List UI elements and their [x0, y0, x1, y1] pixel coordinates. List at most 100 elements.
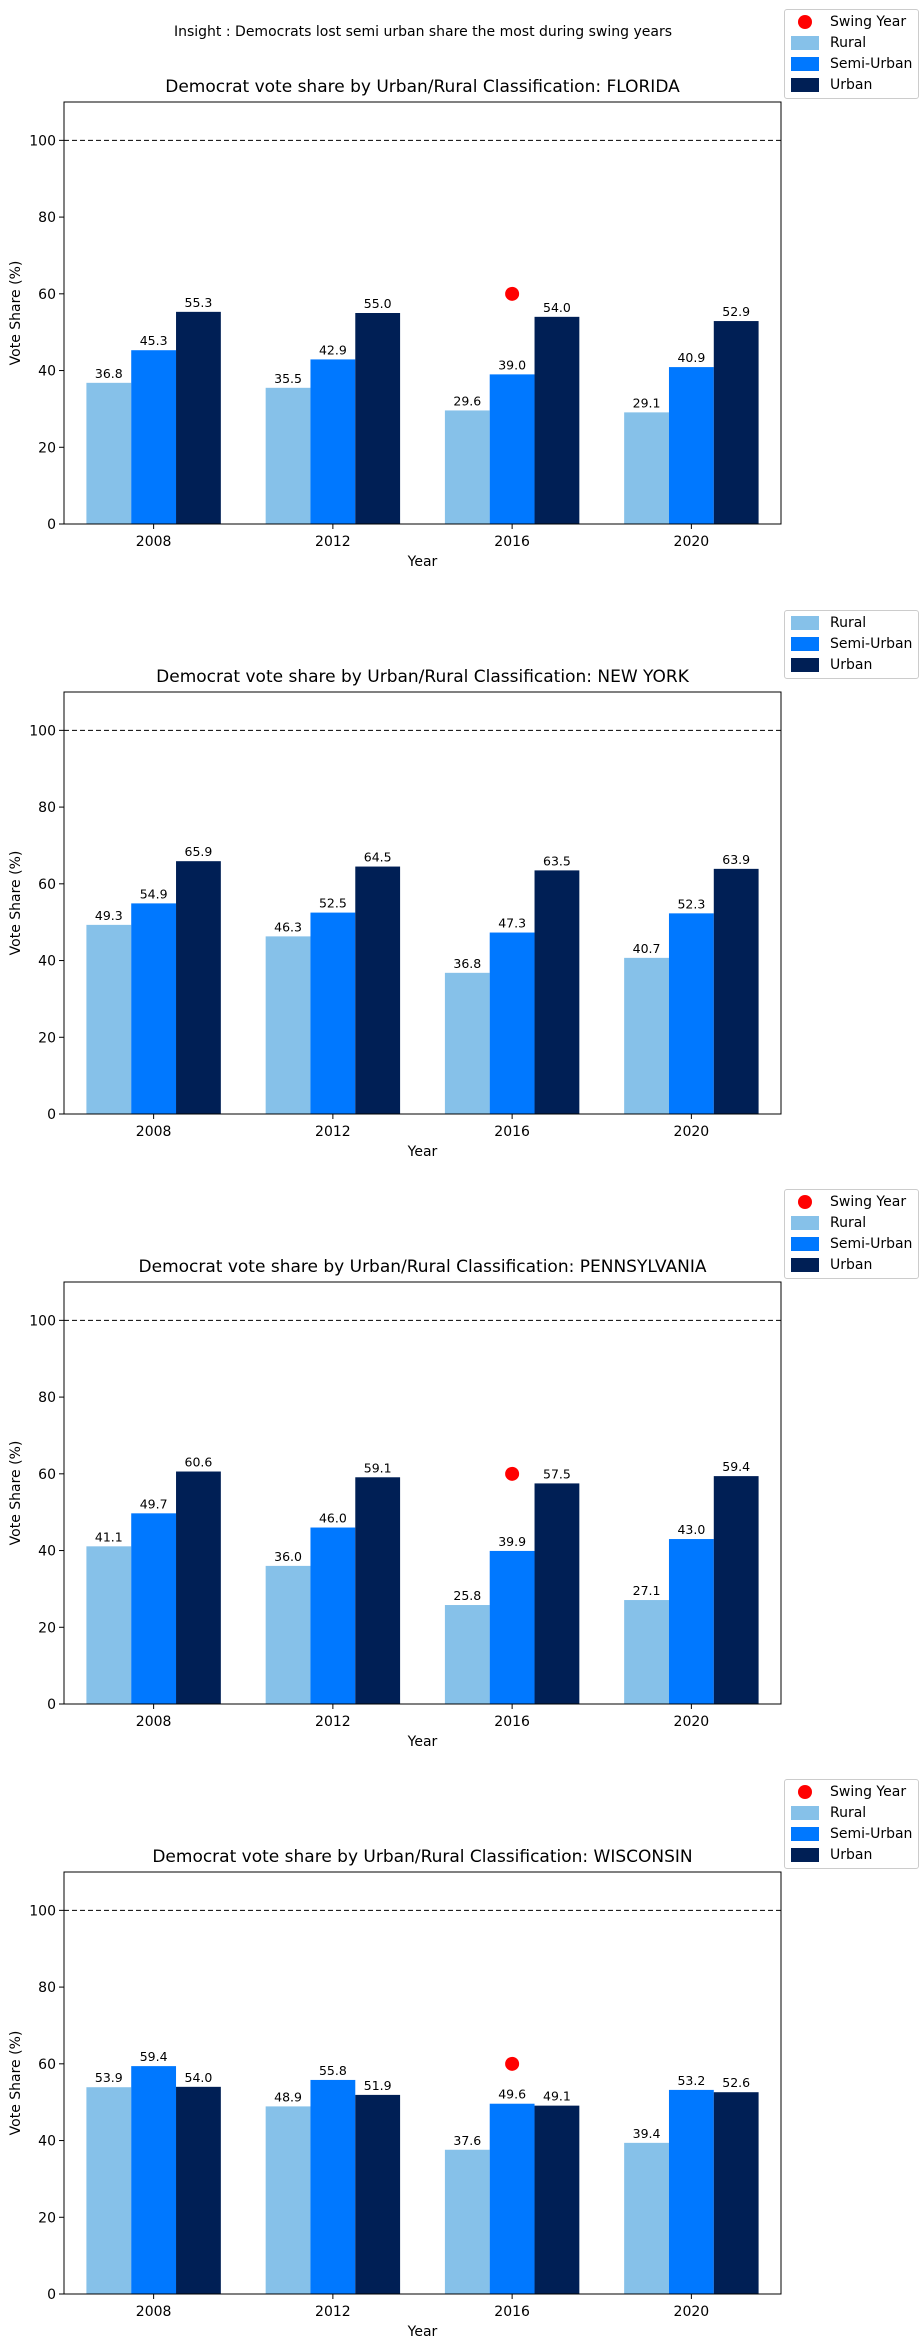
bar-value-label: 53.2	[677, 2073, 705, 2088]
bar-value-label: 39.9	[498, 1534, 526, 1549]
bar-semi	[668, 2089, 714, 2294]
y-axis-label: Vote Share (%)	[8, 851, 24, 956]
bar-value-label: 36.8	[95, 366, 123, 381]
bar-value-label: 27.1	[633, 1583, 661, 1598]
y-tick-label: 80	[38, 210, 56, 226]
legend-label: Urban	[830, 76, 873, 93]
bar-semi	[489, 2103, 535, 2294]
legend-swatch-urban	[791, 657, 819, 672]
bar-urban	[534, 2105, 580, 2294]
legend-swatch-rural	[791, 1806, 819, 1821]
legend-swatch-semi	[791, 1826, 819, 1841]
swing-marker-icon	[798, 1195, 812, 1210]
x-tick-label: 2020	[674, 2304, 710, 2320]
bar-value-label: 46.0	[319, 1511, 347, 1526]
y-tick-label: 40	[38, 1544, 56, 1560]
x-tick-label: 2012	[315, 1124, 351, 1140]
chart-panel: Swing Year Rural Semi-Urban Urban Democrat v…	[0, 1189, 924, 1752]
legend-swatch-rural	[791, 1216, 819, 1231]
y-tick-label: 20	[38, 1620, 56, 1636]
bar-semi	[131, 350, 177, 524]
bar-value-label: 40.7	[633, 941, 661, 956]
legend-label: Semi-Urban	[830, 636, 913, 653]
y-tick-label: 40	[38, 2134, 56, 2150]
bar-value-label: 39.0	[498, 357, 526, 372]
legend-item-urban: Urban	[789, 74, 912, 95]
y-tick-label: 100	[29, 1903, 56, 1919]
legend-swatch-urban	[791, 1257, 819, 1272]
x-tick-label: 2016	[494, 2304, 530, 2320]
bar-value-label: 36.0	[274, 1549, 302, 1564]
legend-swatch-urban	[791, 1847, 819, 1862]
bar-value-label: 48.9	[274, 2089, 302, 2104]
x-tick-label: 2012	[315, 1714, 351, 1730]
bar-value-label: 49.3	[95, 908, 123, 923]
bar-value-label: 29.1	[633, 395, 661, 410]
chart-legend: Swing Year Rural Semi-Urban Urban	[784, 9, 920, 100]
chart-title: Democrat vote share by Urban/Rural Class…	[156, 667, 690, 687]
bar-rural	[444, 972, 490, 1114]
bar-chart: Democrat vote share by Urban/Rural Class…	[8, 667, 782, 1160]
y-tick-label: 80	[38, 800, 56, 816]
bar-rural	[86, 924, 132, 1114]
legend-item-urban: Urban	[789, 1254, 912, 1275]
legend-item-swing: Swing Year	[789, 12, 912, 33]
legend-item-semi: Semi-Urban	[789, 634, 912, 655]
y-axis-label: Vote Share (%)	[8, 2031, 24, 2136]
y-tick-label: 20	[38, 1030, 56, 1046]
legend-label: Urban	[830, 656, 873, 673]
bar-value-label: 49.7	[140, 1496, 168, 1511]
bar-value-label: 49.1	[543, 2089, 571, 2104]
bar-rural	[265, 2106, 311, 2294]
bar-value-label: 52.3	[677, 896, 705, 911]
bar-rural	[86, 1546, 132, 1704]
bar-value-label: 49.6	[498, 2087, 526, 2102]
x-tick-label: 2008	[136, 534, 172, 550]
legend-label: Swing Year	[830, 1194, 907, 1211]
bar-semi	[131, 903, 177, 1114]
x-tick-label: 2016	[494, 1714, 530, 1730]
y-tick-label: 0	[47, 1107, 56, 1123]
legend-label: Rural	[830, 35, 867, 52]
bar-rural	[624, 412, 669, 524]
y-tick-label: 60	[38, 2057, 56, 2073]
bar-urban	[355, 866, 401, 1114]
bar-urban	[355, 2094, 401, 2294]
legend-item-swing: Swing Year	[789, 1192, 912, 1213]
bar-value-label: 36.8	[453, 956, 481, 971]
bar-semi	[310, 1527, 356, 1704]
y-tick-label: 40	[38, 364, 56, 380]
y-tick-label: 80	[38, 1980, 56, 1996]
y-tick-label: 60	[38, 1467, 56, 1483]
bar-value-label: 55.3	[185, 295, 213, 310]
bar-semi	[668, 1539, 714, 1704]
y-tick-label: 100	[29, 133, 56, 149]
legend-item-semi: Semi-Urban	[789, 1824, 912, 1845]
bar-semi	[310, 2079, 356, 2294]
bar-value-label: 39.4	[633, 2126, 661, 2141]
legend-item-rural: Rural	[789, 33, 912, 54]
legend-item-rural: Rural	[789, 1803, 912, 1824]
legend-label: Urban	[830, 1256, 873, 1273]
y-tick-label: 60	[38, 287, 56, 303]
x-axis-label: Year	[407, 554, 438, 570]
legend-swatch-semi	[791, 1236, 819, 1251]
bar-rural	[444, 1605, 490, 1704]
y-tick-label: 60	[38, 877, 56, 893]
bar-chart: Democrat vote share by Urban/Rural Class…	[8, 1257, 782, 1750]
chart-title: Democrat vote share by Urban/Rural Class…	[152, 1847, 692, 1867]
bar-value-label: 55.8	[319, 2063, 347, 2078]
bar-semi	[310, 359, 356, 524]
legend-label: Rural	[830, 615, 867, 632]
bar-value-label: 63.5	[543, 853, 571, 868]
legend-marker-swing	[791, 1785, 819, 1800]
legend-label: Urban	[830, 1846, 873, 1863]
bar-urban	[355, 1477, 401, 1704]
x-tick-label: 2016	[494, 534, 530, 550]
bar-semi	[668, 913, 714, 1114]
bar-urban	[713, 2092, 759, 2294]
legend-item-rural: Rural	[789, 1213, 912, 1234]
legend-label: Rural	[830, 1805, 867, 1822]
axes-frame	[63, 691, 782, 1115]
bar-value-label: 40.9	[677, 350, 705, 365]
